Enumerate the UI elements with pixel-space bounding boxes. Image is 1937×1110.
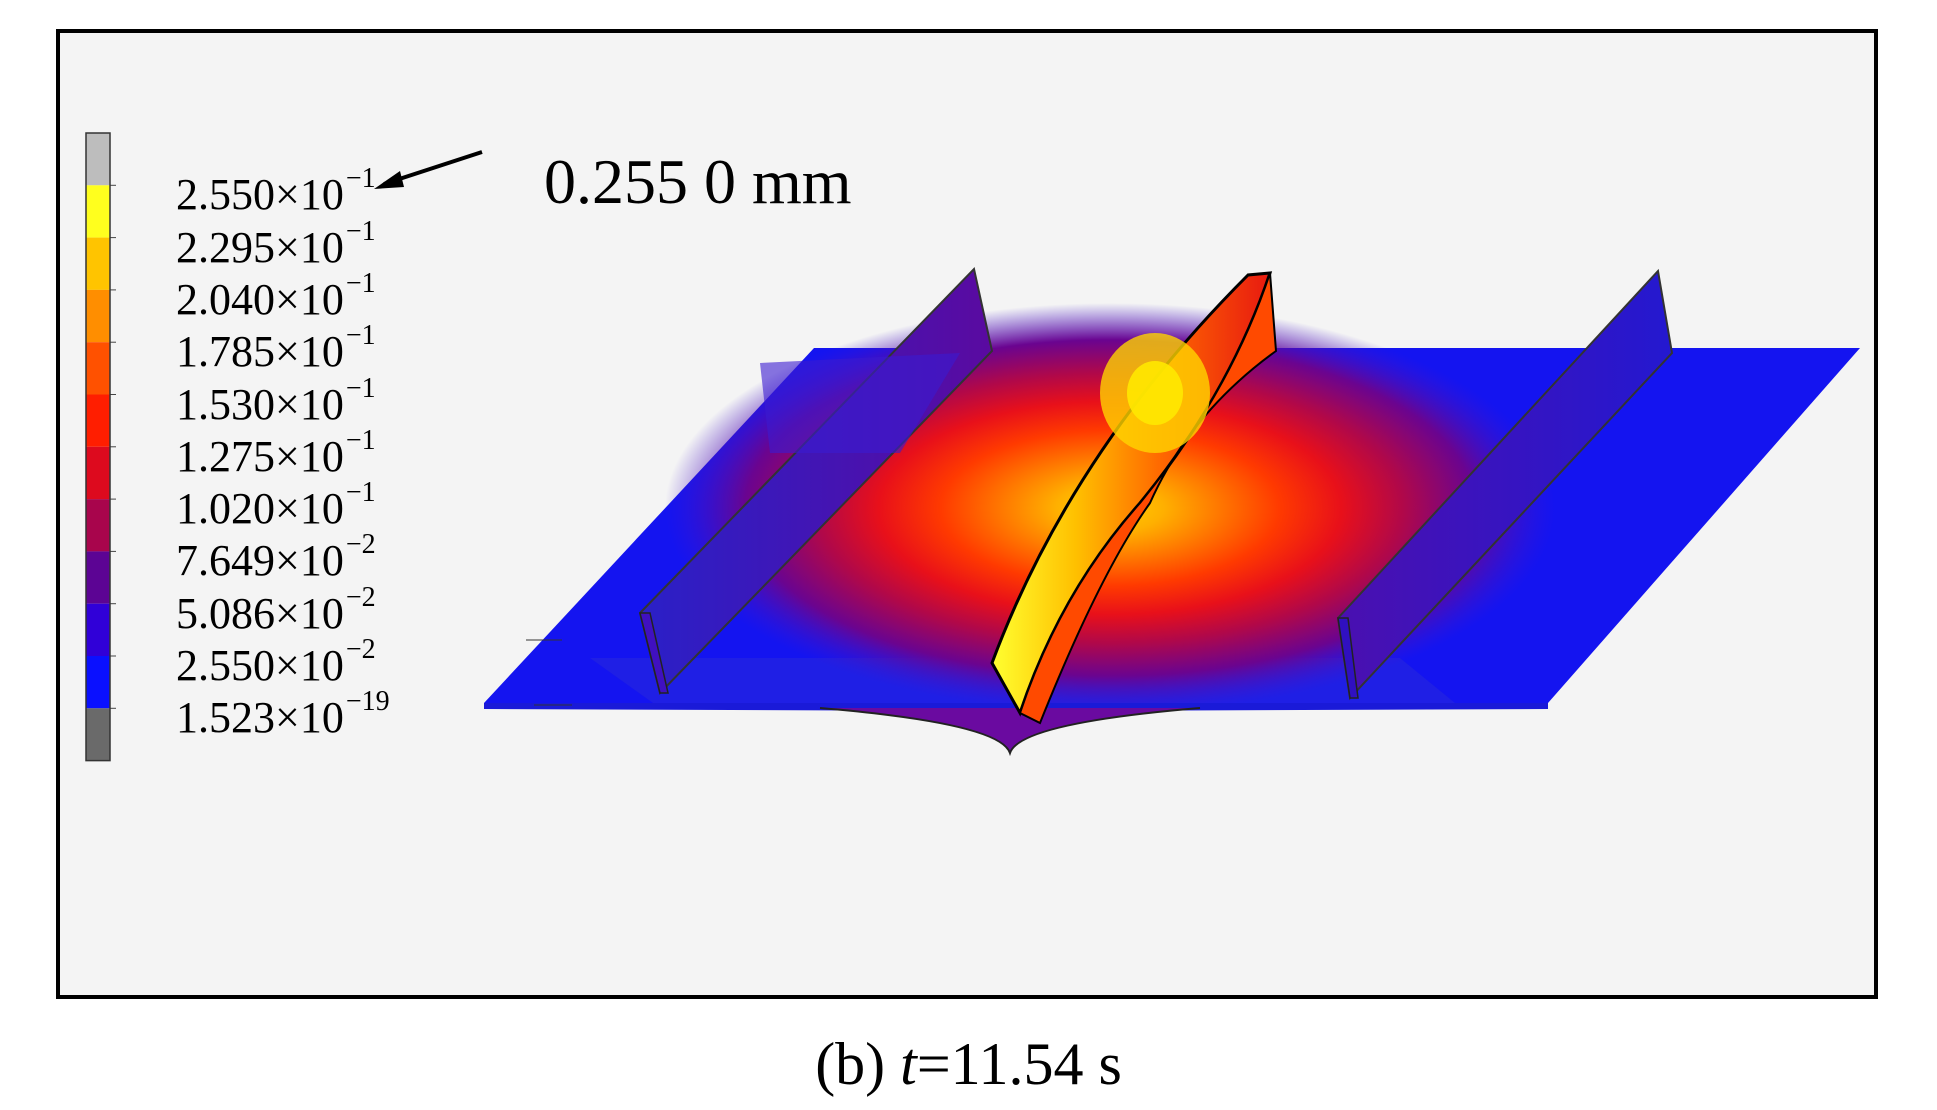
legend-exponent-7: −2 [345, 529, 376, 561]
legend-label-9: 2.550×10−2 [176, 634, 376, 690]
legend-exponent-3: −1 [345, 320, 376, 352]
legend-label-10: 1.523×10−19 [176, 686, 390, 743]
legend-exponent-1: −1 [345, 215, 376, 247]
caption-suffix: =11.54 s [916, 1031, 1122, 1097]
central-welded-rib [990, 271, 1278, 725]
figure-caption: (b) t=11.54 s [0, 1030, 1937, 1099]
legend-exponent-8: −2 [345, 581, 376, 613]
scene-artifacts [526, 639, 572, 706]
legend-label-6: 1.020×10−1 [176, 477, 376, 534]
legend-swatch-7 [86, 499, 110, 552]
legend-swatch-10 [86, 656, 110, 709]
legend-swatch-5 [86, 394, 110, 447]
legend-label-2: 2.040×10−1 [176, 267, 376, 324]
legend-swatch-below-range [86, 708, 110, 761]
legend-exponent-4: −1 [345, 372, 376, 404]
legend-swatch-0 [86, 133, 110, 186]
deformation-contour-plot [85, 132, 1860, 762]
legend-label-3: 1.785×10−1 [176, 320, 376, 377]
legend-label-5: 1.275×10−1 [176, 424, 376, 481]
legend-exponent-10: −19 [345, 686, 390, 718]
legend-swatch-3 [86, 289, 110, 343]
legend-exponent-9: −2 [345, 634, 376, 665]
legend-exponent-6: −1 [345, 477, 376, 509]
legend-label-4: 1.530×10−1 [176, 372, 376, 429]
left-stiffener [638, 266, 994, 695]
legend-label-8: 5.086×10−2 [176, 581, 376, 638]
caption-variable: t [900, 1031, 917, 1097]
legend-exponent-0: −1 [345, 163, 376, 195]
legend-outline [85, 132, 111, 762]
max-value-text: 0.255 0 mm [544, 146, 852, 217]
legend-swatch-8 [86, 551, 110, 604]
figure-frame: 2.550×10−1 2.295×10−1 2.040×10−1 1.785×10−1… [56, 29, 1878, 999]
legend-label-1: 2.295×10−1 [176, 215, 376, 272]
legend-exponent-2: −1 [345, 267, 376, 299]
legend-color-bar [85, 132, 116, 762]
legend-label-0: 2.550×10−1 [176, 163, 376, 220]
legend-label-7: 7.649×10−2 [176, 529, 376, 586]
legend-swatch-9 [86, 603, 110, 656]
max-value-label: 0.255 0 mm [544, 145, 852, 219]
legend-swatch-6 [86, 446, 110, 500]
caption-prefix: (b) [815, 1031, 901, 1097]
legend-swatch-2 [86, 237, 110, 290]
legend-exponent-5: −1 [345, 424, 376, 456]
max-value-arrow [374, 150, 483, 189]
legend-swatch-4 [86, 342, 110, 395]
right-stiffener [1336, 268, 1674, 701]
legend-swatch-1 [86, 185, 110, 238]
